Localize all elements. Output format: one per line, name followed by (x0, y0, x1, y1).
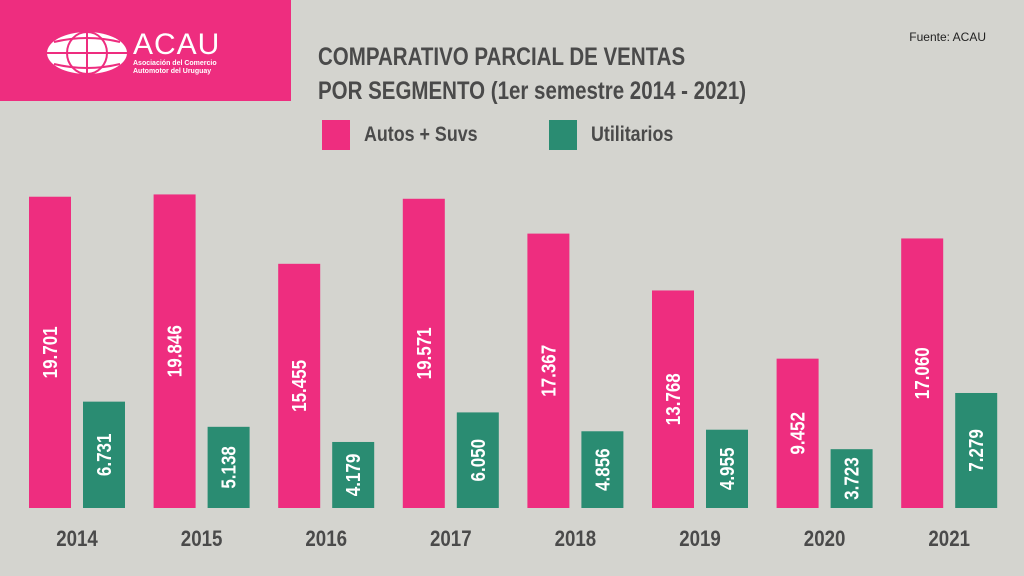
bar-utilitarios (207, 426, 250, 508)
data-label: 19.571 (412, 327, 435, 379)
x-tick-label: 2020 (804, 528, 846, 552)
chart-title: COMPARATIVO PARCIAL DE VENTAS POR SEGMEN… (318, 40, 746, 108)
data-label: 19.701 (39, 326, 62, 378)
bar-utilitarios (706, 429, 748, 508)
legend-item-autos: Autos + Suvs (322, 120, 498, 150)
logo-subtitle-line1: Asociación del Comercio (133, 60, 217, 67)
bar-autos (29, 196, 71, 509)
data-label: 6.050 (466, 439, 489, 482)
data-label: 6.731 (93, 434, 116, 477)
title-line1: COMPARATIVO PARCIAL DE VENTAS (318, 43, 686, 71)
logo-name: ACAU (133, 28, 221, 61)
bar-autos (278, 263, 321, 508)
bar-utilitarios (830, 449, 873, 508)
bar-autos (652, 290, 694, 508)
logo-subtitle-line2: Automotor del Uruguay (133, 68, 212, 75)
bar-utilitarios (955, 392, 998, 508)
x-tick-label: 2016 (305, 528, 347, 552)
x-tick-label: 2015 (181, 528, 223, 552)
bar-utilitarios (456, 412, 499, 508)
globe-icon (47, 31, 127, 75)
data-label: 4.179 (342, 454, 365, 497)
legend-swatch-utilitarios (549, 120, 577, 150)
data-label: 4.955 (716, 448, 739, 491)
data-label: 15.455 (288, 360, 311, 412)
x-tick-label: 2018 (555, 528, 597, 552)
data-label: 5.138 (217, 446, 240, 489)
bar-utilitarios (332, 441, 375, 508)
x-tick-label: 2014 (56, 528, 98, 552)
bar-autos (901, 238, 944, 508)
legend-label-utilitarios: Utilitarios (591, 123, 674, 146)
x-tick-label: 2021 (928, 528, 970, 552)
bar-autos (402, 198, 445, 508)
x-tick-label: 2017 (430, 528, 472, 552)
data-label: 17.367 (537, 345, 560, 397)
legend-item-utilitarios: Utilitarios (549, 120, 688, 150)
data-label: 4.856 (591, 448, 614, 491)
data-label: 9.452 (786, 412, 809, 455)
data-label: 3.723 (840, 457, 863, 500)
bar-autos (776, 358, 819, 508)
bar-autos (527, 233, 570, 509)
logo-banner: ACAU Asociación del Comercio Automotor d… (0, 0, 291, 101)
legend-label-autos: Autos + Suvs (364, 123, 478, 146)
x-tick-label: 2019 (679, 528, 721, 552)
title-line2: POR SEGMENTO (1er semestre 2014 - 2021) (318, 77, 747, 105)
data-label: 19.846 (163, 325, 186, 377)
data-label: 7.279 (965, 429, 988, 472)
bar-autos (153, 194, 196, 508)
source-note: Fuente: ACAU (909, 30, 986, 44)
bar-utilitarios (83, 401, 125, 508)
bar-utilitarios (581, 431, 624, 508)
data-label: 17.060 (911, 347, 934, 399)
data-label: 13.768 (662, 373, 685, 425)
logo-subtitle: Asociación del Comercio Automotor del Ur… (133, 60, 217, 76)
legend-swatch-autos (322, 120, 350, 150)
